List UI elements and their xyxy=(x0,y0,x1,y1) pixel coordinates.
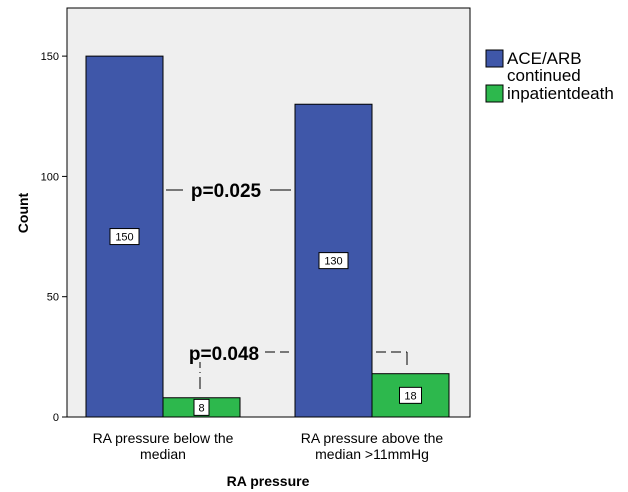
legend-label: continued xyxy=(507,66,581,85)
legend-label: ACE/ARB xyxy=(507,49,582,68)
y-tick-label: 150 xyxy=(41,51,59,63)
x-category-label: RA pressure above the xyxy=(301,430,444,446)
data-label-box xyxy=(318,252,349,270)
p-value-annotation-1: p=0.025 xyxy=(191,181,262,202)
y-axis-title: Count xyxy=(15,192,31,233)
x-axis-title: RA pressure xyxy=(227,473,310,489)
data-label-box xyxy=(399,386,422,404)
p-value-annotation-2: p=0.048 xyxy=(189,344,259,365)
y-tick-label: 100 xyxy=(41,171,59,183)
y-tick-label: 50 xyxy=(47,292,59,304)
legend-swatch xyxy=(485,49,504,68)
data-label: 150 xyxy=(115,232,133,244)
legend-swatch xyxy=(485,84,504,103)
data-label: 8 xyxy=(198,402,204,414)
data-label: 18 xyxy=(404,390,416,402)
x-category-label: median xyxy=(140,446,186,462)
data-label-box xyxy=(193,398,210,416)
x-category-label: median >11mmHg xyxy=(315,446,429,462)
data-label: 130 xyxy=(324,256,342,268)
legend-label: inpatientdeath xyxy=(507,84,614,103)
y-ticks: 0 50 100 150 xyxy=(41,51,67,424)
data-label-box xyxy=(109,228,140,246)
x-category-label: RA pressure below the xyxy=(93,430,234,446)
significance-bracket-1: p=0.025 xyxy=(166,181,291,202)
y-tick-label: 0 xyxy=(53,412,59,424)
bars-group: 150 130 8 18 xyxy=(85,55,450,418)
significance-bracket-2: p=0.048 xyxy=(189,344,408,389)
